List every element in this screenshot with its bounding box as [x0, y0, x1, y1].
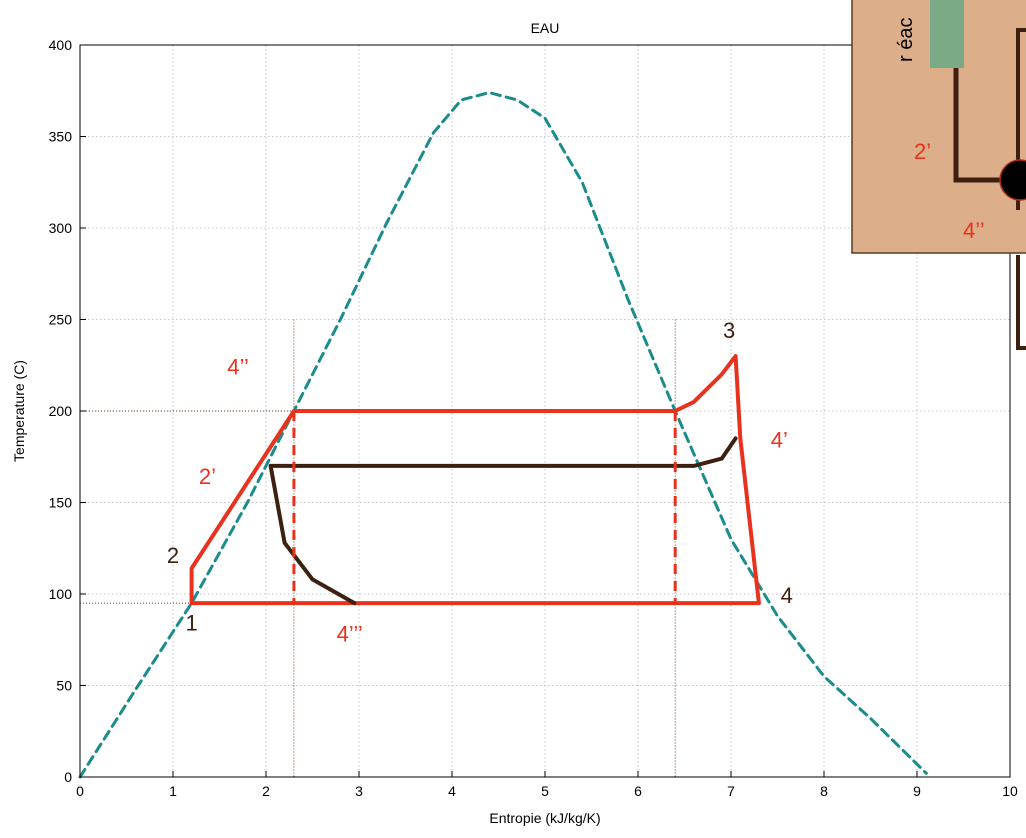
x-tick-label: 10	[1002, 783, 1018, 799]
inset-pipe-right	[1016, 28, 1026, 350]
y-tick-label: 300	[49, 220, 73, 236]
y-tick-label: 100	[49, 586, 73, 602]
saturation-dome-line	[78, 91, 928, 779]
point-label: 4’	[771, 428, 788, 453]
inset-pipe-left	[953, 68, 1000, 183]
y-tick-label: 50	[56, 678, 72, 694]
process-inset: r éac 2’ 4’’	[851, 0, 1026, 350]
y-tick-label: 350	[49, 129, 73, 145]
y-tick-label: 250	[49, 312, 73, 328]
point-label: 4’’	[227, 354, 249, 379]
regeneration-curve-line	[268, 436, 738, 606]
point-label: 2	[167, 543, 179, 568]
inset-green-block	[930, 0, 964, 68]
series-layer	[78, 91, 928, 779]
y-tick-label: 200	[49, 403, 73, 419]
x-tick-label: 1	[169, 783, 177, 799]
x-tick-label: 8	[820, 783, 828, 799]
x-tick-label: 0	[76, 783, 84, 799]
inset-reactor-label: r éac	[895, 18, 917, 62]
point-label: 2’	[199, 464, 216, 489]
x-tick-label: 9	[913, 783, 921, 799]
point-label: 1	[185, 611, 197, 636]
chart-title: EAU	[531, 20, 560, 36]
point-label: 3	[723, 318, 735, 343]
main-cycle-line	[189, 354, 761, 606]
point-labels: 1 2 3 4 2’ 4’’ 4’ 4’’’	[167, 318, 793, 647]
x-tick-label: 2	[262, 783, 270, 799]
x-tick-labels: 0 1 2 3 4 5 6 7 8 9 10	[76, 771, 1018, 799]
y-tick-label: 400	[49, 37, 73, 53]
y-axis-label: Temperature (C)	[11, 360, 27, 462]
inset-pump-node	[999, 159, 1026, 201]
x-axis-label: Entropie (kJ/kg/K)	[489, 810, 600, 826]
x-tick-label: 7	[727, 783, 735, 799]
x-tick-label: 6	[634, 783, 642, 799]
y-tick-label: 0	[64, 769, 72, 785]
x-tick-label: 4	[448, 783, 456, 799]
inset-label-4dprime: 4’’	[963, 218, 985, 243]
point-label: 4	[781, 583, 793, 608]
inset-label-2prime: 2’	[914, 139, 931, 164]
x-tick-label: 5	[541, 783, 549, 799]
y-tick-label: 150	[49, 495, 73, 511]
y-tick-labels: 0 50 100 150 200 250 300 350 400	[49, 37, 86, 785]
point-label: 4’’’	[337, 622, 363, 647]
x-tick-label: 3	[355, 783, 363, 799]
